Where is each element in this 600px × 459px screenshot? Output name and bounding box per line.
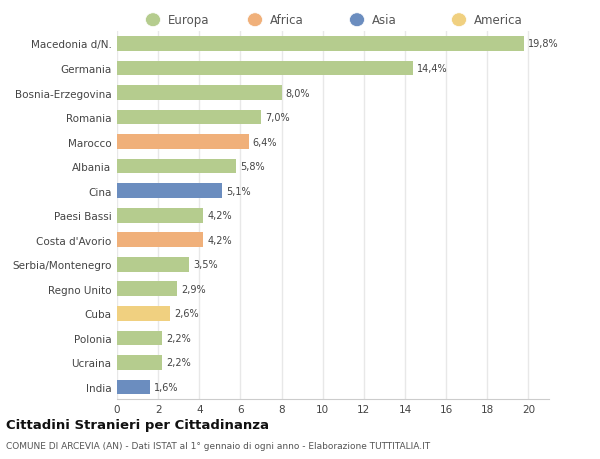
Text: 8,0%: 8,0% xyxy=(286,88,310,98)
Text: 7,0%: 7,0% xyxy=(265,113,290,123)
Bar xyxy=(117,208,203,223)
Bar xyxy=(117,111,261,125)
Text: Cittadini Stranieri per Cittadinanza: Cittadini Stranieri per Cittadinanza xyxy=(6,418,269,431)
Bar xyxy=(117,62,413,76)
Text: 2,2%: 2,2% xyxy=(166,333,191,343)
Bar xyxy=(117,380,150,394)
Text: Asia: Asia xyxy=(372,14,397,27)
Text: 1,6%: 1,6% xyxy=(154,382,179,392)
Text: 3,5%: 3,5% xyxy=(193,260,218,270)
Bar xyxy=(117,184,222,199)
Text: Europa: Europa xyxy=(168,14,209,27)
Text: 2,9%: 2,9% xyxy=(181,284,205,294)
Bar xyxy=(117,355,162,370)
Text: 5,8%: 5,8% xyxy=(241,162,265,172)
Text: Africa: Africa xyxy=(270,14,304,27)
Bar xyxy=(117,306,170,321)
Bar xyxy=(117,282,176,297)
Bar xyxy=(117,86,281,101)
Text: 4,2%: 4,2% xyxy=(208,211,232,221)
Text: 19,8%: 19,8% xyxy=(529,39,559,50)
Bar xyxy=(117,331,162,346)
Text: America: America xyxy=(474,14,523,27)
Bar xyxy=(117,233,203,247)
Bar xyxy=(117,159,236,174)
Bar xyxy=(117,135,248,150)
Text: 6,4%: 6,4% xyxy=(253,137,277,147)
Text: 5,1%: 5,1% xyxy=(226,186,251,196)
Text: 2,2%: 2,2% xyxy=(166,358,191,368)
Text: 14,4%: 14,4% xyxy=(418,64,448,74)
Text: 4,2%: 4,2% xyxy=(208,235,232,245)
Text: COMUNE DI ARCEVIA (AN) - Dati ISTAT al 1° gennaio di ogni anno - Elaborazione TU: COMUNE DI ARCEVIA (AN) - Dati ISTAT al 1… xyxy=(6,441,430,450)
Bar xyxy=(117,257,189,272)
Text: 2,6%: 2,6% xyxy=(175,308,199,319)
Bar xyxy=(117,37,524,52)
